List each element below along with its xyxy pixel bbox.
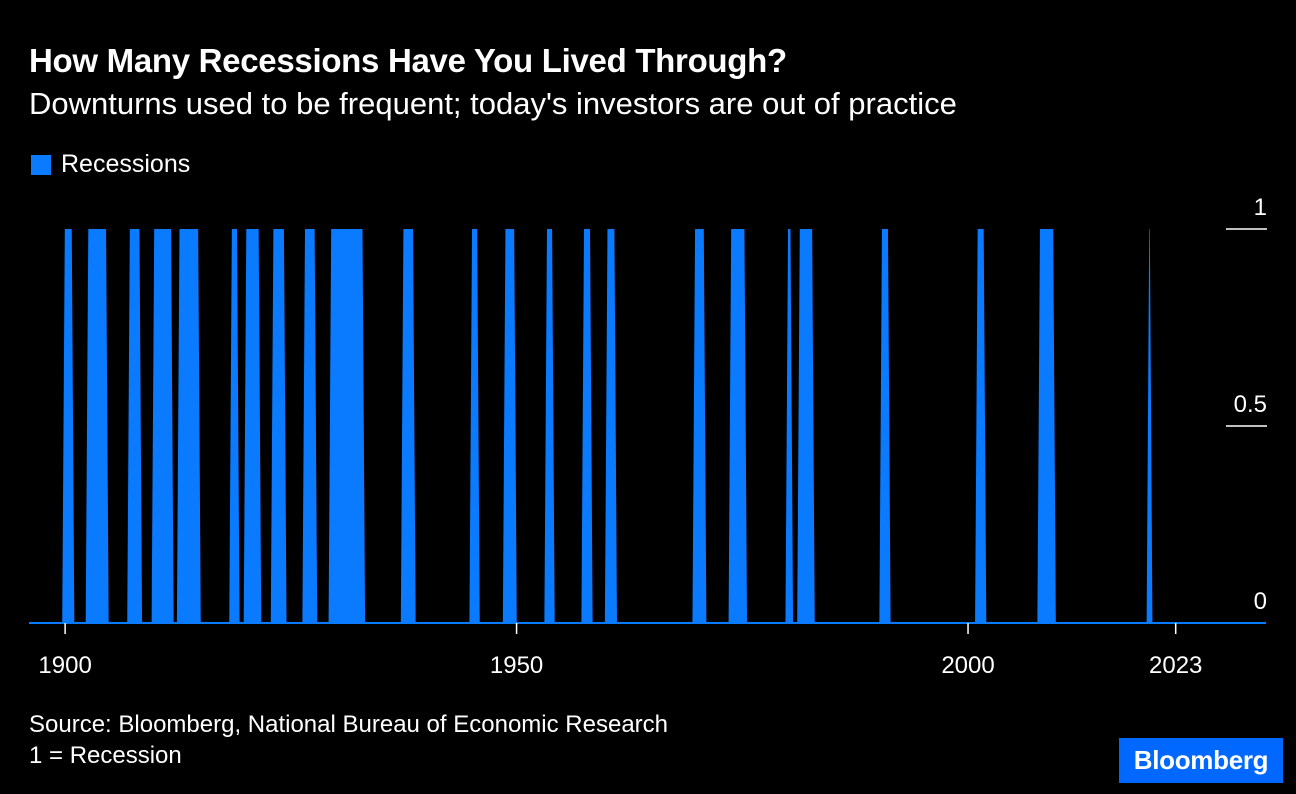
y-tick-label-1: 0.5	[1234, 391, 1267, 418]
recession-area-12	[502, 229, 517, 623]
chart-title: How Many Recessions Have You Lived Throu…	[29, 42, 787, 79]
recession-area-13	[544, 229, 555, 623]
y-tick-label-0: 1	[1254, 194, 1267, 221]
y-tick-label-2: 0	[1254, 588, 1267, 615]
recession-area-4	[176, 229, 201, 623]
legend-swatch	[31, 154, 51, 175]
legend: Recessions	[31, 150, 190, 179]
recession-area-23	[1146, 229, 1153, 623]
recession-area-10	[400, 229, 416, 623]
recession-area-0	[62, 229, 75, 623]
x-tick-label-0: 1900	[38, 652, 91, 679]
recession-area-11	[469, 229, 480, 623]
recession-area-1	[85, 229, 109, 623]
footer: Source: Bloomberg, National Bureau of Ec…	[29, 709, 668, 771]
recession-area-15	[604, 229, 617, 623]
recessions-chart: 1 0.5 0 1900 1950 2000 2023	[29, 194, 1267, 679]
recession-area-7	[270, 229, 287, 623]
recession-area-18	[785, 229, 794, 623]
recession-area-14	[581, 229, 593, 623]
legend-label: Recessions	[61, 150, 191, 178]
recession-area-3	[151, 229, 174, 623]
chart-subtitle: Downturns used to be frequent; today's i…	[29, 86, 957, 121]
recession-area-16	[692, 229, 707, 623]
bloomberg-logo: Bloomberg	[1119, 738, 1283, 783]
x-tick-label-1: 1950	[490, 652, 543, 679]
x-tick-label-3: 2023	[1149, 652, 1202, 679]
recession-area-2	[127, 229, 143, 623]
recession-area-8	[302, 229, 318, 623]
recession-area-22	[1037, 229, 1056, 623]
recession-note: 1 = Recession	[29, 742, 182, 769]
series-recessions	[62, 229, 1153, 623]
recession-area-20	[879, 229, 891, 623]
x-tick-label-2: 2000	[941, 652, 994, 679]
recession-area-9	[328, 229, 366, 623]
recession-area-5	[229, 229, 240, 623]
recession-area-19	[797, 229, 815, 623]
recession-area-17	[728, 229, 748, 623]
source-note: Source: Bloomberg, National Bureau of Ec…	[29, 711, 668, 738]
recession-area-21	[975, 229, 987, 623]
recession-area-6	[243, 229, 262, 623]
